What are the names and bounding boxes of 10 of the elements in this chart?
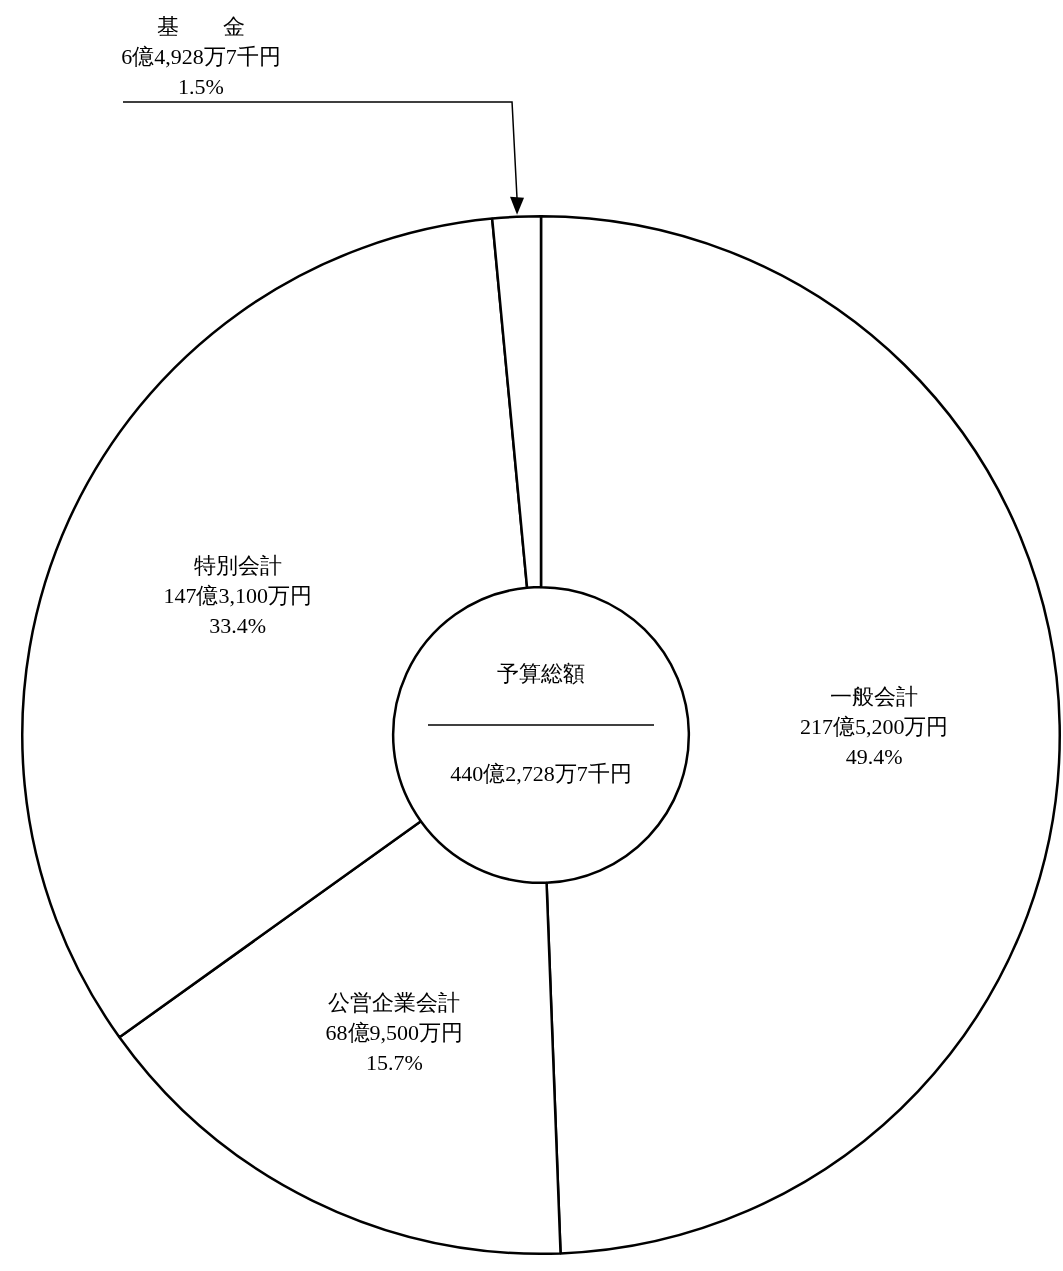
text: 予算総額	[497, 660, 585, 686]
data-label: 147億3,100万円 33.4%	[163, 582, 312, 638]
text: 440億2,728万7千円	[450, 760, 632, 786]
data-label: 217億5,200万円 49.4%	[799, 714, 949, 770]
slice-label: 基 金	[157, 13, 245, 39]
data-label: 6億4,928万7千円 1.5%	[121, 43, 281, 99]
slice-label: 公営企業会計	[328, 990, 461, 1016]
slice-label: 特別会計	[193, 552, 282, 578]
slice-label: 一般会計	[830, 684, 919, 710]
data-label: 68億9,500万円 15.7%	[325, 1020, 464, 1076]
